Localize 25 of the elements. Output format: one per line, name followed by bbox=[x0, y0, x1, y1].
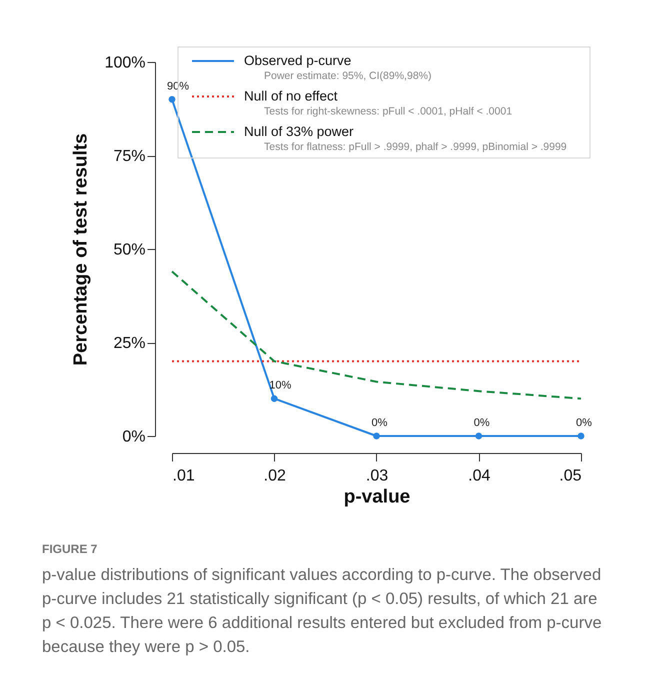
x-axis-title: p-value bbox=[344, 486, 410, 508]
text: p-value distributions of significant values according to p-curve. The observed p-curve includes 21 statistically significant (p < 0.05) results, of which 21 are p < 0.025. There were 6 additional results entered but excluded from p-curve because they were p > 0.05. bbox=[42, 566, 602, 656]
y-tick-label: 75% bbox=[113, 148, 146, 165]
x-tick-label: .03 bbox=[366, 468, 388, 484]
data-label: 0% bbox=[576, 417, 592, 429]
line-series bbox=[171, 270, 582, 400]
legend-label: Observed p-curve bbox=[244, 53, 352, 68]
annotation: Tests for flatness: pFull > .9999, phalf > .9999, pBinomial > .9999 bbox=[264, 141, 567, 153]
annotation: Power estimate: 95%, CI(89%,98%) bbox=[264, 70, 432, 82]
data-label: 0% bbox=[372, 417, 388, 429]
y-tick-label: 50% bbox=[113, 242, 146, 258]
x-tick-label: .01 bbox=[172, 468, 195, 484]
x-tick-label: .02 bbox=[264, 468, 286, 484]
legend-label: Null of 33% power bbox=[244, 124, 354, 139]
x-tick-label: .04 bbox=[468, 468, 490, 484]
data-label: 10% bbox=[269, 380, 292, 392]
y-tick-label: 25% bbox=[113, 335, 146, 352]
x-tick-label: .05 bbox=[559, 468, 582, 484]
y-tick-label: 0% bbox=[122, 428, 146, 446]
caption: FIGURE 7 bbox=[42, 542, 98, 556]
legend-label: Null of no effect bbox=[244, 88, 338, 104]
data-label: 0% bbox=[474, 417, 490, 429]
annotation: Tests for right-skewness: pFull < .0001, pHalf < .0001 bbox=[264, 106, 512, 118]
y-tick-label: 100% bbox=[104, 54, 146, 72]
y-axis-title: Percentage of test results bbox=[70, 133, 92, 366]
